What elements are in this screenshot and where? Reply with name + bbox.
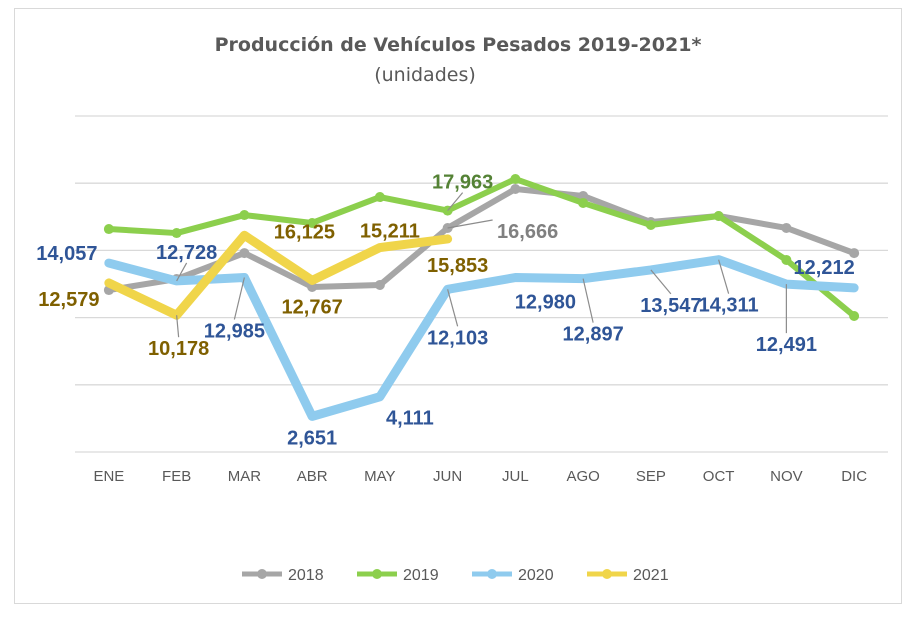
data-point-2018 [510, 183, 521, 194]
data-label-2020: 12,212 [794, 257, 855, 279]
leader-line [176, 315, 180, 338]
leader-line [447, 192, 464, 211]
x-tick-label: JUN [433, 468, 462, 485]
series-line-2018 [105, 185, 858, 294]
data-label-2020: 14,311 [699, 295, 759, 317]
leader-line [176, 262, 188, 282]
data-point-2018 [239, 248, 250, 259]
leader-line [718, 259, 730, 294]
data-label-2021: 15,853 [427, 255, 488, 277]
leader-line [447, 289, 459, 327]
x-tick-label: SEP [636, 468, 666, 485]
data-label-2020: 2,651 [287, 427, 337, 449]
data-label-2020: 12,491 [756, 334, 817, 356]
data-label-2021: 12,579 [38, 289, 99, 311]
chart-frame [14, 8, 902, 604]
legend-label-2021: 2021 [633, 567, 669, 584]
x-tick-label: JUL [502, 468, 529, 485]
data-label-2020: 12,980 [515, 292, 576, 314]
x-tick-label: OCT [703, 468, 735, 485]
data-point-2019 [849, 310, 860, 321]
data-label-2020: 13,547 [640, 295, 701, 317]
series-line-2019 [105, 176, 858, 319]
legend-marker-2018 [257, 569, 267, 579]
legend-label-2019: 2019 [403, 567, 439, 584]
x-tick-label: NOV [770, 468, 803, 485]
x-tick-label: MAR [228, 468, 262, 485]
data-label-2020: 12,985 [204, 320, 265, 342]
data-label-2020: 4,111 [386, 408, 434, 430]
data-point-2019 [645, 219, 656, 230]
data-label-2018: 16,666 [497, 221, 558, 243]
data-point-2018 [307, 281, 318, 292]
leader-line [233, 277, 245, 320]
x-tick-label: MAY [364, 468, 395, 485]
data-label-2020: 12,897 [563, 324, 624, 346]
data-point-2018 [849, 248, 860, 259]
data-point-2018 [781, 222, 792, 233]
x-tick-label: FEB [162, 468, 191, 485]
legend-marker-2020 [487, 569, 497, 579]
x-tick-label: ABR [297, 468, 328, 485]
x-tick-label: AGO [566, 468, 599, 485]
data-point-2018 [374, 279, 385, 290]
data-label-2021: 15,211 [360, 221, 420, 243]
data-point-2019 [103, 224, 114, 235]
data-label-2019: 17,963 [432, 172, 493, 194]
leader-line [447, 219, 493, 229]
legend-marker-2021 [602, 569, 612, 579]
data-label-2021: 12,767 [282, 296, 343, 318]
x-tick-label: ENE [93, 468, 124, 485]
leader-line [650, 269, 672, 295]
data-label-2020: 12,103 [427, 327, 488, 349]
legend-label-2020: 2020 [518, 567, 554, 584]
legend-label-2018: 2018 [288, 567, 324, 584]
data-point-2019 [307, 217, 318, 228]
data-point-2019 [578, 197, 589, 208]
data-label-2021: 16,125 [274, 221, 335, 243]
series-line-2021 [104, 230, 453, 320]
x-tick-label: DIC [841, 468, 867, 485]
data-point-2019 [781, 254, 792, 265]
data-point-2019 [374, 192, 385, 203]
data-point-2019 [510, 174, 521, 185]
leader-line [582, 278, 594, 323]
legend-marker-2019 [372, 569, 382, 579]
data-point-2018 [578, 190, 589, 201]
data-point-2019 [239, 210, 250, 221]
data-label-2020: 14,057 [36, 243, 97, 265]
data-label-2021: 10,178 [148, 338, 209, 360]
series-line-2020 [104, 255, 859, 421]
data-point-2019 [713, 210, 724, 221]
chart-title: Producción de Vehículos Pesados 2019-202… [214, 34, 702, 56]
chart-subtitle: (unidades) [374, 64, 476, 86]
data-label-2020: 12,728 [156, 242, 217, 264]
data-point-2019 [171, 228, 182, 239]
